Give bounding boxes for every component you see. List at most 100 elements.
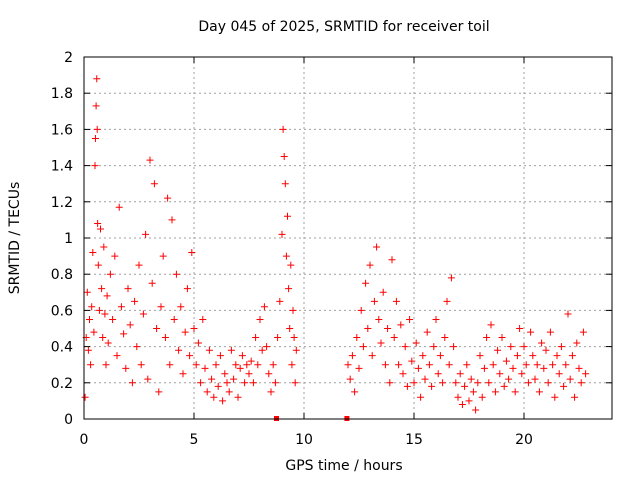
data-point — [113, 352, 121, 360]
data-point — [94, 220, 102, 228]
data-point — [355, 364, 363, 372]
data-point — [212, 361, 220, 369]
data-point — [100, 243, 108, 251]
data-point — [166, 361, 174, 369]
data-point — [575, 364, 583, 372]
data-point — [568, 352, 576, 360]
data-point — [101, 310, 109, 318]
data-point — [128, 379, 136, 387]
data-point — [289, 306, 297, 314]
data-point — [375, 315, 383, 323]
data-point — [269, 361, 277, 369]
data-point — [157, 303, 165, 311]
data-point — [458, 401, 466, 409]
data-point — [496, 370, 504, 378]
data-point — [122, 364, 130, 372]
data-point — [286, 325, 294, 332]
data-point — [434, 370, 442, 378]
data-point — [260, 303, 268, 311]
data-point — [452, 379, 460, 387]
data-point — [403, 382, 411, 390]
data-point — [210, 393, 218, 401]
data-point — [104, 339, 112, 347]
data-point — [386, 379, 394, 387]
data-point — [190, 325, 198, 332]
data-point — [531, 375, 539, 383]
x-tick-label: 20 — [515, 432, 533, 448]
data-point — [90, 328, 98, 336]
data-point — [227, 346, 235, 354]
data-point — [92, 102, 100, 110]
data-point — [170, 315, 178, 323]
data-point — [480, 364, 488, 372]
data-point — [183, 285, 191, 293]
data-point — [469, 388, 477, 396]
data-point — [281, 180, 289, 188]
data-point — [577, 379, 585, 387]
data-point — [99, 334, 107, 342]
data-point — [498, 334, 506, 342]
data-point — [507, 343, 515, 351]
data-point — [511, 388, 519, 396]
data-point — [288, 361, 296, 369]
data-point — [566, 375, 574, 383]
x-tick-label: 5 — [190, 432, 199, 448]
data-point — [406, 315, 414, 323]
y-axis-label: SRMTID / TECUs — [7, 182, 23, 295]
data-point — [522, 361, 530, 369]
data-point — [467, 375, 475, 383]
data-point — [472, 406, 480, 414]
data-point — [397, 321, 405, 329]
data-point — [527, 328, 535, 336]
data-point — [544, 379, 552, 387]
data-point — [267, 388, 275, 396]
data-point — [395, 361, 403, 369]
data-point — [500, 382, 508, 390]
data-point — [368, 352, 376, 360]
data-point — [362, 279, 370, 287]
data-point — [419, 352, 427, 360]
data-point — [285, 285, 293, 293]
data-point — [408, 357, 416, 365]
data-point — [102, 361, 110, 369]
data-point — [238, 352, 246, 360]
data-point — [579, 328, 587, 336]
data-point — [83, 288, 91, 296]
data-point — [181, 328, 189, 336]
data-point — [430, 343, 438, 351]
data-point — [549, 361, 557, 369]
data-point — [144, 375, 152, 383]
data-point — [461, 382, 469, 390]
data-point — [188, 248, 196, 256]
data-point — [86, 315, 93, 323]
data-point — [177, 303, 185, 311]
data-point — [348, 352, 356, 360]
data-point — [280, 153, 288, 161]
data-point — [232, 361, 240, 369]
data-point — [115, 203, 123, 211]
data-point — [571, 393, 579, 401]
data-point — [417, 393, 425, 401]
data-point — [366, 261, 374, 269]
data-point — [135, 261, 143, 269]
data-point — [197, 379, 205, 387]
data-point — [93, 125, 101, 133]
data-point — [278, 230, 286, 238]
x-tick-label: 10 — [295, 432, 313, 448]
data-point — [179, 370, 187, 378]
data-point — [476, 352, 484, 360]
data-point — [214, 382, 222, 390]
data-point — [126, 321, 134, 329]
data-point — [381, 361, 389, 369]
data-point — [225, 388, 233, 396]
data-point — [236, 364, 244, 372]
data-point — [370, 297, 378, 305]
data-point — [410, 379, 418, 387]
data-point — [290, 334, 298, 342]
data-point — [491, 388, 499, 396]
data-point — [243, 361, 251, 369]
data-point — [219, 397, 227, 405]
data-point — [377, 339, 385, 347]
data-point — [344, 361, 352, 369]
data-point — [106, 270, 114, 278]
